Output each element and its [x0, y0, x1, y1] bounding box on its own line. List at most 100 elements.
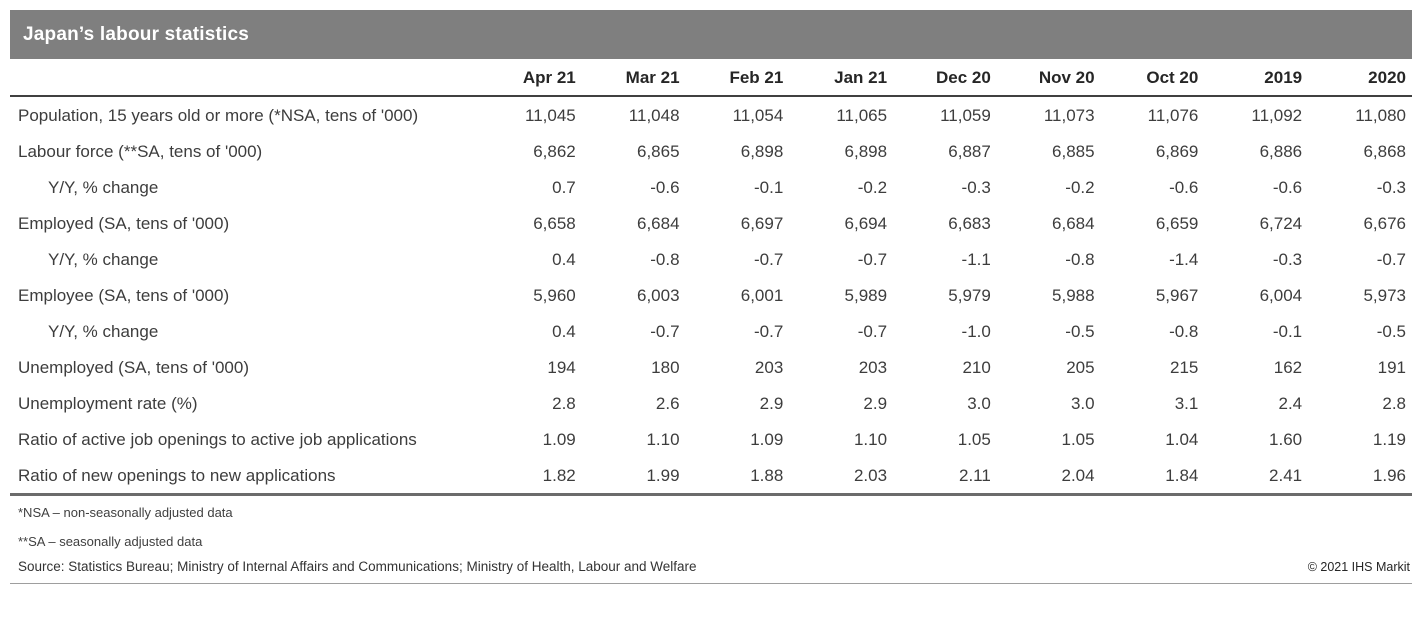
cell-value: 1.10 — [646, 430, 680, 449]
cell-value: 2.04 — [996, 457, 1101, 496]
cell-value: 0.4 — [552, 250, 576, 269]
cell-value: -1.4 — [1169, 250, 1199, 269]
row-label-header — [10, 59, 478, 97]
cell-value: 2.8 — [1382, 394, 1406, 413]
row-label: Unemployed (SA, tens of '000) — [18, 358, 249, 377]
cell-value: -0.2 — [1065, 178, 1095, 197]
cell-value: 6,001 — [740, 286, 784, 305]
cell-value: -0.7 — [857, 250, 888, 269]
cell-value: -0.6 — [1272, 178, 1303, 197]
cell-value: 1.05 — [957, 430, 991, 449]
column-header: 2019 — [1204, 59, 1309, 97]
labour-statistics-table: Apr 21 Mar 21 Feb 21 Jan 21 Dec 20 Nov 20 Oct … — [10, 59, 1412, 496]
copyright-text: © 2021 IHS Markit — [1307, 560, 1410, 574]
cell-value: 1.19 — [1372, 430, 1406, 449]
cell-value: 2.11 — [893, 457, 997, 496]
cell-value: -0.8 — [1169, 322, 1199, 341]
row-label: Unemployment rate (%) — [18, 394, 198, 413]
cell-value: 5,967 — [1155, 286, 1199, 305]
row-label: Employee (SA, tens of '000) — [18, 286, 230, 305]
cell-value: -0.3 — [1272, 250, 1303, 269]
cell-value: -0.7 — [857, 322, 888, 341]
cell-value: 1.05 — [1061, 430, 1095, 449]
cell-value: 1.60 — [1269, 430, 1303, 449]
cell-value: 11,073 — [1043, 106, 1095, 125]
cell-value: 2.03 — [789, 457, 894, 496]
source-row: Source: Statistics Bureau; Ministry of I… — [10, 554, 1412, 574]
table-row: Labour force (**SA, tens of '000) 6,862 6,… — [10, 133, 1412, 169]
cell-value: 3.0 — [967, 394, 991, 413]
column-header: Oct 20 — [1100, 59, 1205, 97]
cell-value: 194 — [547, 358, 576, 377]
cell-value: 6,724 — [1259, 214, 1303, 233]
footnote-sa: **SA – seasonally adjusted data — [18, 534, 203, 549]
cell-value: 6,658 — [533, 214, 576, 233]
cell-value: 5,973 — [1363, 286, 1406, 305]
table-row: Population, 15 years old or more (*NSA, … — [10, 96, 1412, 133]
cell-value: 11,045 — [525, 106, 576, 125]
cell-value: 6,886 — [1259, 142, 1303, 161]
cell-value: 205 — [1066, 358, 1095, 377]
cell-value: -0.7 — [650, 322, 680, 341]
cell-value: 1.04 — [1165, 430, 1199, 449]
cell-value: 0.4 — [552, 322, 576, 341]
cell-value: 5,989 — [844, 286, 888, 305]
cell-value: -1.0 — [961, 322, 991, 341]
column-header: Feb 21 — [685, 59, 790, 97]
cell-value: 191 — [1377, 358, 1406, 377]
cell-value: -0.7 — [1376, 250, 1406, 269]
cell-value: 6,659 — [1155, 214, 1199, 233]
cell-value: 180 — [651, 358, 680, 377]
source-text: Source: Statistics Bureau; Ministry of I… — [18, 559, 697, 574]
table-row: Unemployment rate (%) 2.8 2.6 2.9 2.9 3.0 3.0 3… — [10, 385, 1412, 421]
cell-value: 0.7 — [552, 178, 576, 197]
page-title: Japan’s labour statistics — [23, 23, 250, 45]
cell-value: 2.8 — [552, 394, 576, 413]
cell-value: -0.2 — [857, 178, 888, 197]
cell-value: 2.6 — [655, 394, 680, 413]
table-row: Unemployed (SA, tens of '000) 194 180 203 20… — [10, 349, 1412, 385]
column-header: Nov 20 — [996, 59, 1101, 97]
table-row: Ratio of active job openings to active j… — [10, 421, 1412, 457]
cell-value: 3.1 — [1174, 394, 1199, 413]
cell-value: -0.6 — [650, 178, 680, 197]
cell-value: 6,697 — [740, 214, 784, 233]
cell-value: -0.5 — [1065, 322, 1095, 341]
cell-value: 1.09 — [750, 430, 784, 449]
cell-value: 1.96 — [1308, 457, 1412, 496]
table-row: Employed (SA, tens of '000) 6,658 6,684 6,6… — [10, 205, 1412, 241]
cell-value: -0.3 — [1376, 178, 1406, 197]
row-label: Employed (SA, tens of '000) — [18, 214, 230, 233]
cell-value: 11,076 — [1147, 106, 1199, 125]
table-row: Y/Y, % change 0.7 -0.6 -0.1 -0.2 -0.3 -0.2 -0.6… — [10, 169, 1412, 205]
table-body: Population, 15 years old or more (*NSA, … — [10, 96, 1412, 496]
cell-value: 1.09 — [542, 430, 576, 449]
cell-value: 6,865 — [636, 142, 680, 161]
table-row: Y/Y, % change 0.4 -0.7 -0.7 -0.7 -1.0 -0.5 -0.8… — [10, 313, 1412, 349]
cell-value: 2.9 — [863, 394, 888, 413]
cell-value: 6,683 — [948, 214, 991, 233]
cell-value: 6,885 — [1052, 142, 1095, 161]
cell-value: 5,979 — [948, 286, 991, 305]
cell-value: 1.84 — [1100, 457, 1205, 496]
cell-value: 6,869 — [1155, 142, 1199, 161]
cell-value: 6,684 — [1052, 214, 1095, 233]
table-header-row: Apr 21 Mar 21 Feb 21 Jan 21 Dec 20 Nov 20 Oct … — [10, 59, 1412, 97]
cell-value: 6,887 — [948, 142, 991, 161]
cell-value: 1.10 — [853, 430, 888, 449]
row-label: Y/Y, % change — [48, 178, 159, 197]
cell-value: -0.7 — [754, 250, 784, 269]
cell-value: 6,684 — [636, 214, 680, 233]
cell-value: 11,059 — [940, 106, 991, 125]
cell-value: 6,004 — [1259, 286, 1303, 305]
column-header: Mar 21 — [581, 59, 686, 97]
cell-value: 2.9 — [759, 394, 784, 413]
cell-value: -0.6 — [1169, 178, 1199, 197]
cell-value: -0.8 — [1065, 250, 1095, 269]
cell-value: 6,694 — [844, 214, 888, 233]
cell-value: 1.99 — [581, 457, 686, 496]
cell-value: -0.1 — [1272, 322, 1303, 341]
table-row: Y/Y, % change 0.4 -0.8 -0.7 -0.7 -1.1 -0.8 -1.4… — [10, 241, 1412, 277]
cell-value: 11,065 — [836, 106, 888, 125]
cell-value: 6,898 — [844, 142, 888, 161]
